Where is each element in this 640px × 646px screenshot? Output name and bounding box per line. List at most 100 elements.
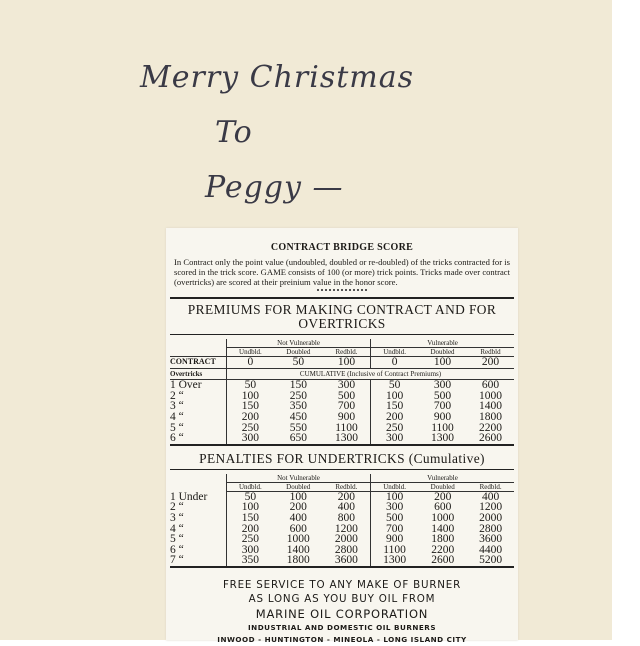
row-label: 6 “ [170, 543, 184, 556]
table-cell: 300 [370, 433, 418, 445]
table-cell: 1400 [431, 522, 455, 535]
table-cell: 150 [370, 401, 418, 412]
table-cell: 1800 [431, 533, 455, 546]
table-cell: 0 [370, 356, 418, 369]
company-tagline: INDUSTRIAL AND DOMESTIC OIL BURNERS [248, 622, 436, 632]
column-header: Undbld. [225, 347, 274, 357]
table-cell: 50 [225, 491, 274, 503]
table-cell: 50 [370, 379, 418, 391]
row-label: 2 “ [170, 501, 184, 514]
group-header: Not Vulnerable [226, 473, 371, 483]
table-cell: 300 [337, 379, 356, 392]
table-cell: 4400 [479, 543, 503, 556]
corner-cell [170, 339, 227, 348]
table-cell: 700 [433, 400, 452, 413]
ornament-divider [317, 289, 367, 291]
table-cell: 1100 [369, 544, 419, 556]
column-header: Undbld. [225, 482, 274, 492]
row-label: 6 “ [170, 432, 184, 445]
table-cell: 50 [273, 356, 323, 369]
table-cell: 2800 [479, 522, 503, 535]
table-cell: 350 [225, 555, 274, 567]
handwriting-greeting: Merry Christmas [140, 60, 415, 95]
table-cell: 500 [337, 389, 356, 402]
table-cell: 50 [225, 379, 274, 391]
table-cell: 5200 [479, 554, 503, 567]
divider [170, 334, 514, 335]
table-row: 6 “ 300 650 1300 300 1300 2600 [170, 433, 514, 445]
footer-line-1: FREE SERVICE TO ANY MAKE OF BURNER [222, 578, 462, 591]
table-row: 1 Over 50 150 300 50 300 600 [170, 379, 514, 392]
table-cell: 2800 [334, 543, 358, 556]
group-header-row: Not Vulnerable Vulnerable [170, 473, 514, 483]
table-cell: 200 [434, 490, 452, 503]
column-header: Doubled [418, 482, 468, 492]
table-cell: 100 [417, 356, 468, 369]
table-row: 5 “ 250 1000 2000 900 1800 3600 [170, 534, 514, 545]
table-cell: 1000 [479, 389, 503, 402]
row-label: 4 “ [170, 410, 184, 423]
group-header-row: Not Vulnerable Vulnerable [170, 339, 514, 348]
table-cell: 500 [369, 512, 419, 524]
column-header: Undbld. [369, 482, 419, 492]
table-cell: 250 [225, 534, 274, 545]
table-cell: 250 [289, 389, 307, 402]
table-cell: 150 [225, 401, 274, 412]
table-cell: 3600 [479, 533, 503, 546]
table-cell: 200 [289, 501, 307, 514]
column-header: Redbld. [467, 482, 514, 492]
column-header: Doubled [273, 482, 323, 492]
company-name: MARINE OIL CORPORATION [255, 606, 429, 621]
table-row: 5 “ 250 550 1100 250 1100 2200 [170, 421, 514, 434]
bridge-score-card: CONTRACT BRIDGE SCORE In Contract only t… [166, 228, 518, 644]
column-header: Doubled [273, 347, 323, 357]
overtricks-row: Overtricks CUMULATIVE (Inclusive of Contr… [170, 367, 514, 381]
row-label: 4 “ [170, 522, 184, 535]
column-header-row: Undbld. Doubled Redbld. Undbld. Doubled Redbl… [170, 347, 514, 357]
table-row: 1 Under 50 100 200 100 200 400 [170, 490, 514, 503]
premiums-heading: PREMIUMS FOR MAKING CONTRACT AND FOR OVE… [187, 302, 497, 331]
table-cell: 0 [225, 356, 274, 369]
table-cell: 400 [337, 501, 355, 514]
divider [170, 297, 514, 299]
row-label: 7 “ [170, 554, 184, 567]
table-row: 7 “ 350 1800 3600 1300 2600 5200 [170, 555, 514, 567]
table-cell: 200 [467, 356, 514, 369]
divider [170, 468, 514, 470]
table-row: 2 “ 100 200 400 300 600 1200 [170, 502, 514, 513]
group-header: Vulnerable [370, 339, 514, 348]
table-row: 4 “ 200 450 900 200 900 1800 [170, 410, 514, 423]
penalties-table: Not Vulnerable Vulnerable Undbld. Doubled Re… [170, 473, 514, 568]
table-cell: 900 [433, 410, 452, 423]
table-cell: 1300 [431, 432, 454, 445]
table-cell: 100 [369, 491, 419, 503]
row-label: 1 Over [170, 379, 202, 392]
corner-cell [170, 482, 227, 491]
group-header: Not Vulnerable [225, 339, 371, 348]
table-row: 4 “ 200 600 1200 700 1400 2800 [170, 522, 514, 535]
table-cell: 2600 [431, 554, 455, 567]
row-label: 3 “ [170, 511, 184, 524]
table-cell: 650 [289, 432, 307, 445]
table-cell: 200 [225, 411, 274, 423]
premiums-table: Not Vulnerable Vulnerable Undbld. Doubled Re… [170, 339, 514, 446]
table-cell: 300 [369, 502, 419, 513]
footer-line-2: AS LONG AS YOU BUY OIL FROM [248, 592, 436, 605]
row-label: 3 “ [170, 400, 184, 413]
corner-cell [170, 474, 227, 483]
table-cell: 2200 [431, 543, 455, 556]
table-cell: 300 [433, 379, 452, 392]
row-label: 1 Under [170, 490, 208, 503]
table-cell: 1800 [286, 554, 310, 567]
handwriting-name: Peggy — [205, 170, 344, 205]
table-cell: 3600 [334, 554, 358, 567]
table-cell: 1200 [334, 522, 358, 535]
card-title: CONTRACT BRIDGE SCORE [270, 242, 414, 253]
table-cell: 1100 [335, 421, 358, 434]
row-label: CONTRACT [170, 356, 227, 369]
table-cell: 350 [289, 400, 307, 413]
table-cell: 800 [337, 511, 355, 524]
table-cell: 1300 [335, 432, 359, 445]
table-cell: 100 [225, 502, 274, 513]
table-row: 3 “ 150 400 800 500 1000 2000 [170, 511, 514, 524]
